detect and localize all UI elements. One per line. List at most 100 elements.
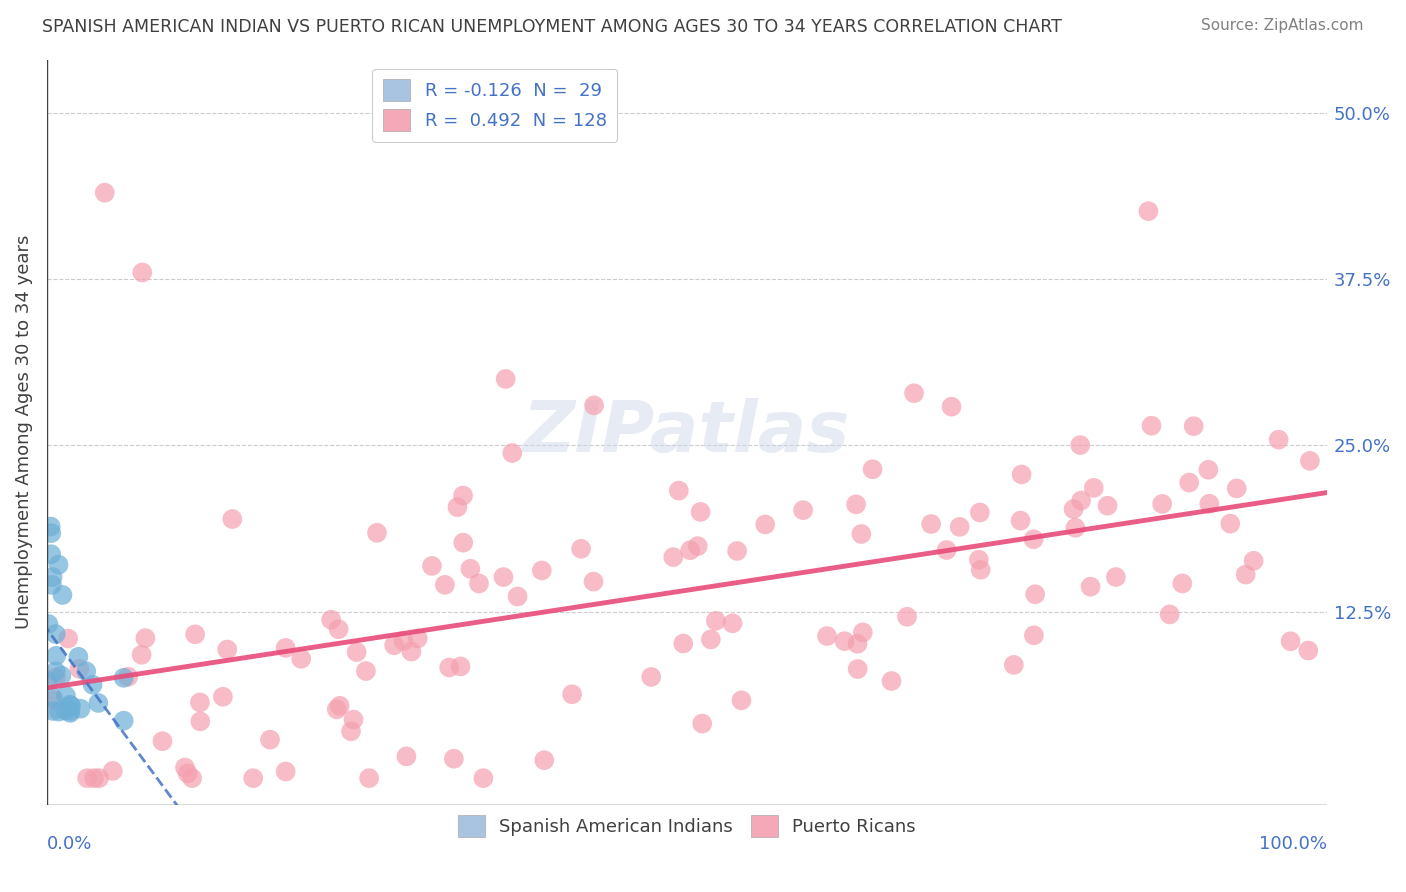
- Point: [1226, 482, 1249, 496]
- Point: [184, 627, 207, 641]
- Point: [354, 664, 377, 678]
- Point: [346, 645, 368, 659]
- Point: [640, 670, 662, 684]
- Point: [45, 665, 67, 679]
- Point: [94, 186, 117, 200]
- Point: [1243, 554, 1265, 568]
- Point: [969, 506, 991, 520]
- Point: [177, 766, 200, 780]
- Point: [582, 574, 605, 589]
- Point: [382, 638, 405, 652]
- Point: [82, 678, 104, 692]
- Point: [56, 632, 79, 646]
- Point: [1011, 467, 1033, 482]
- Point: [834, 634, 856, 648]
- Point: [468, 576, 491, 591]
- Point: [340, 724, 363, 739]
- Point: [48, 705, 70, 719]
- Point: [700, 632, 723, 647]
- Legend: Spanish American Indians, Puerto Ricans: Spanish American Indians, Puerto Ricans: [447, 805, 927, 848]
- Point: [42, 693, 65, 707]
- Point: [704, 614, 727, 628]
- Point: [221, 512, 243, 526]
- Point: [569, 541, 592, 556]
- Point: [290, 652, 312, 666]
- Point: [495, 372, 517, 386]
- Point: [690, 716, 713, 731]
- Point: [134, 631, 156, 645]
- Point: [1069, 438, 1091, 452]
- Point: [949, 520, 972, 534]
- Point: [406, 632, 429, 646]
- Point: [420, 558, 443, 573]
- Point: [1010, 514, 1032, 528]
- Point: [935, 543, 957, 558]
- Point: [59, 704, 82, 718]
- Point: [689, 505, 711, 519]
- Point: [920, 516, 942, 531]
- Point: [188, 714, 211, 729]
- Point: [1299, 454, 1322, 468]
- Point: [326, 702, 349, 716]
- Point: [1070, 493, 1092, 508]
- Point: [1097, 499, 1119, 513]
- Point: [45, 627, 67, 641]
- Point: [686, 539, 709, 553]
- Point: [662, 550, 685, 565]
- Point: [969, 563, 991, 577]
- Point: [45, 648, 67, 663]
- Point: [87, 696, 110, 710]
- Point: [941, 400, 963, 414]
- Point: [212, 690, 235, 704]
- Point: [359, 771, 381, 785]
- Point: [67, 649, 90, 664]
- Point: [101, 764, 124, 778]
- Point: [45, 671, 67, 685]
- Point: [1197, 463, 1219, 477]
- Point: [679, 543, 702, 558]
- Point: [37, 673, 59, 688]
- Point: [506, 590, 529, 604]
- Point: [42, 704, 65, 718]
- Point: [1022, 628, 1045, 642]
- Point: [87, 771, 110, 785]
- Point: [131, 648, 153, 662]
- Point: [896, 609, 918, 624]
- Point: [472, 771, 495, 785]
- Point: [460, 562, 482, 576]
- Point: [845, 497, 868, 511]
- Point: [1080, 580, 1102, 594]
- Point: [967, 552, 990, 566]
- Point: [274, 764, 297, 779]
- Point: [561, 687, 583, 701]
- Point: [75, 665, 97, 679]
- Text: 100.0%: 100.0%: [1258, 835, 1327, 853]
- Point: [730, 693, 752, 707]
- Point: [1140, 418, 1163, 433]
- Point: [450, 659, 472, 673]
- Point: [846, 637, 869, 651]
- Point: [1267, 433, 1289, 447]
- Text: ZIPatlas: ZIPatlas: [523, 398, 851, 467]
- Y-axis label: Unemployment Among Ages 30 to 34 years: Unemployment Among Ages 30 to 34 years: [15, 235, 32, 630]
- Point: [451, 489, 474, 503]
- Point: [55, 689, 77, 703]
- Point: [131, 265, 153, 279]
- Point: [1083, 481, 1105, 495]
- Point: [492, 570, 515, 584]
- Point: [41, 690, 63, 704]
- Point: [903, 386, 925, 401]
- Point: [1024, 587, 1046, 601]
- Text: Source: ZipAtlas.com: Source: ZipAtlas.com: [1201, 18, 1364, 33]
- Point: [53, 704, 76, 718]
- Point: [501, 446, 523, 460]
- Point: [1022, 533, 1045, 547]
- Point: [60, 698, 83, 713]
- Point: [1279, 634, 1302, 648]
- Point: [67, 662, 90, 676]
- Point: [443, 752, 465, 766]
- Point: [217, 642, 239, 657]
- Point: [1002, 657, 1025, 672]
- Point: [672, 636, 695, 650]
- Point: [112, 714, 135, 728]
